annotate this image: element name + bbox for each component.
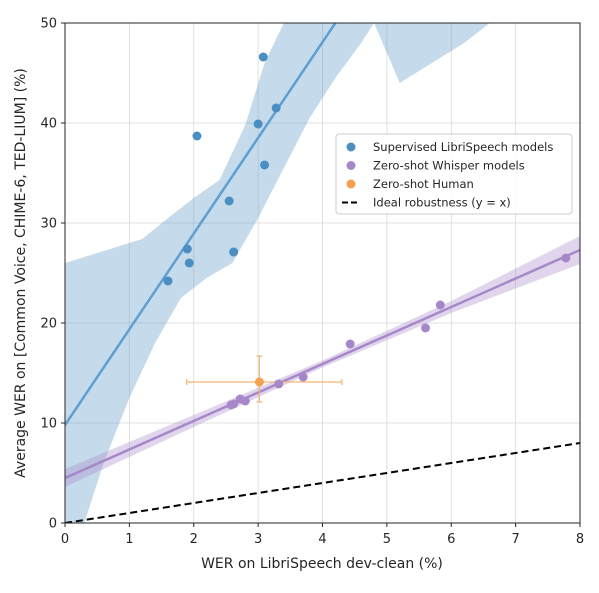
whisper-point <box>274 379 284 389</box>
supervised-point <box>224 196 234 206</box>
legend-label: Supervised LibriSpeech models <box>373 140 553 154</box>
y-tick-label: 20 <box>40 317 57 332</box>
human-point <box>254 377 264 387</box>
x-tick-label: 7 <box>511 532 519 547</box>
x-tick-label: 0 <box>61 532 69 547</box>
whisper-point <box>240 396 250 406</box>
whisper-point <box>345 339 355 349</box>
whisper-point <box>421 323 430 333</box>
whisper-point <box>561 253 571 263</box>
legend-marker <box>346 179 356 189</box>
supervised-point <box>184 258 194 268</box>
x-tick-label: 8 <box>576 532 584 547</box>
axis-ticks: 0 1 2 3 4 5 6 7 8 0 10 20 30 40 50 <box>40 17 584 548</box>
whisper-point <box>298 372 308 382</box>
y-tick-label: 0 <box>49 517 57 532</box>
y-tick-label: 40 <box>40 117 57 132</box>
x-tick-label: 3 <box>254 532 262 547</box>
legend-label: Ideal robustness (y = x) <box>373 196 511 210</box>
supervised-fit-line <box>65 23 337 426</box>
legend-label: Zero-shot Human <box>373 177 474 191</box>
ideal-robustness-line <box>65 442 580 523</box>
data-points <box>163 52 571 410</box>
x-tick-label: 4 <box>318 532 326 547</box>
whisper-confidence-band <box>65 236 580 487</box>
y-tick-label: 50 <box>40 17 57 32</box>
supervised-point <box>182 244 192 254</box>
whisper-point <box>435 300 445 310</box>
supervised-point <box>229 247 239 257</box>
y-axis-label: Average WER on [Common Voice, CHIME-6, T… <box>13 68 29 478</box>
y-tick-label: 30 <box>40 217 57 232</box>
supervised-point <box>260 160 270 170</box>
whisper-point <box>229 399 239 409</box>
x-tick-label: 2 <box>190 532 198 547</box>
whisper-fit-line <box>65 248 580 480</box>
confidence-bands <box>65 23 580 523</box>
legend-marker <box>346 142 356 152</box>
x-tick-label: 5 <box>383 532 391 547</box>
fit-lines <box>65 23 580 523</box>
legend-label: Zero-shot Whisper models <box>373 159 525 173</box>
supervised-point <box>253 119 263 129</box>
supervised-confidence-band <box>65 23 490 523</box>
x-tick-label: 6 <box>447 532 455 547</box>
y-tick-label: 10 <box>40 417 57 432</box>
supervised-point <box>192 131 202 141</box>
supervised-point <box>271 103 281 113</box>
x-axis-label: WER on LibriSpeech dev-clean (%) <box>201 556 443 572</box>
legend-frame <box>335 133 573 215</box>
supervised-point <box>163 276 173 286</box>
legend: Supervised LibriSpeech models Zero-shot W… <box>335 133 573 215</box>
supervised-point <box>258 52 268 62</box>
legend-marker <box>346 161 356 170</box>
x-tick-label: 1 <box>125 532 133 547</box>
